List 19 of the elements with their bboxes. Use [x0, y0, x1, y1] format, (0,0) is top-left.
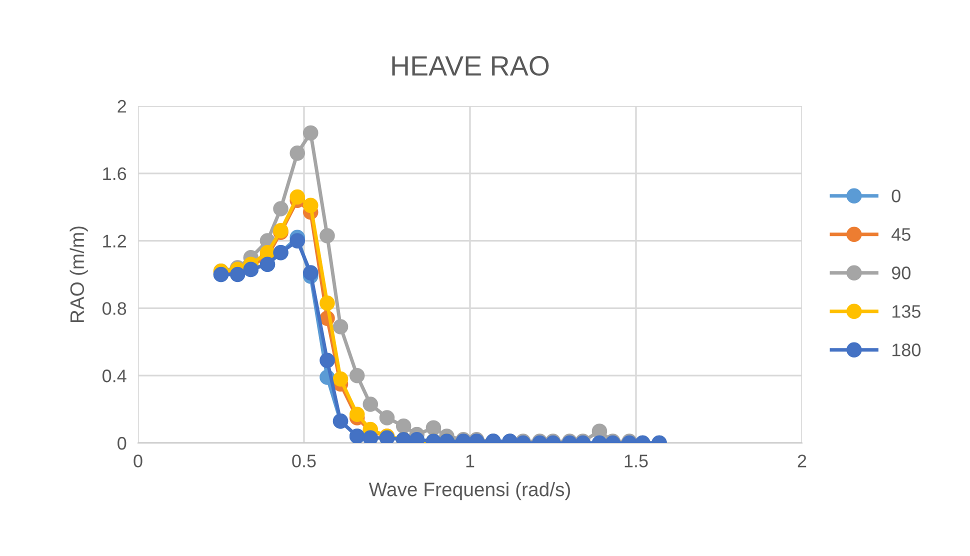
- x-axis-title: Wave Frequensi (rad/s): [368, 482, 570, 500]
- y-tick-label: 1.6: [103, 167, 126, 180]
- legend-label: 0: [892, 190, 900, 202]
- y-tick-label: 1.2: [103, 234, 126, 248]
- x-tick-label: 0: [134, 454, 142, 468]
- y-tick-label: 2: [118, 100, 126, 113]
- x-tick-label: 1: [466, 454, 474, 468]
- x-tick-label: 1.5: [624, 454, 648, 468]
- y-tick-label: 0.8: [102, 302, 126, 315]
- y-tick-label: 0.4: [102, 370, 126, 382]
- y-tick-label: 0: [118, 436, 126, 450]
- legend-label: 90: [892, 266, 910, 280]
- x-tick-label: 0.5: [292, 454, 316, 468]
- legend-label: 45: [892, 228, 910, 241]
- legend-label: 135: [892, 305, 920, 318]
- chart-title: HEAVE RAO: [392, 56, 549, 76]
- x-tick-label: 2: [798, 454, 806, 468]
- y-axis-title: RAO (m/m): [70, 226, 88, 322]
- legend-label: 180: [892, 344, 921, 356]
